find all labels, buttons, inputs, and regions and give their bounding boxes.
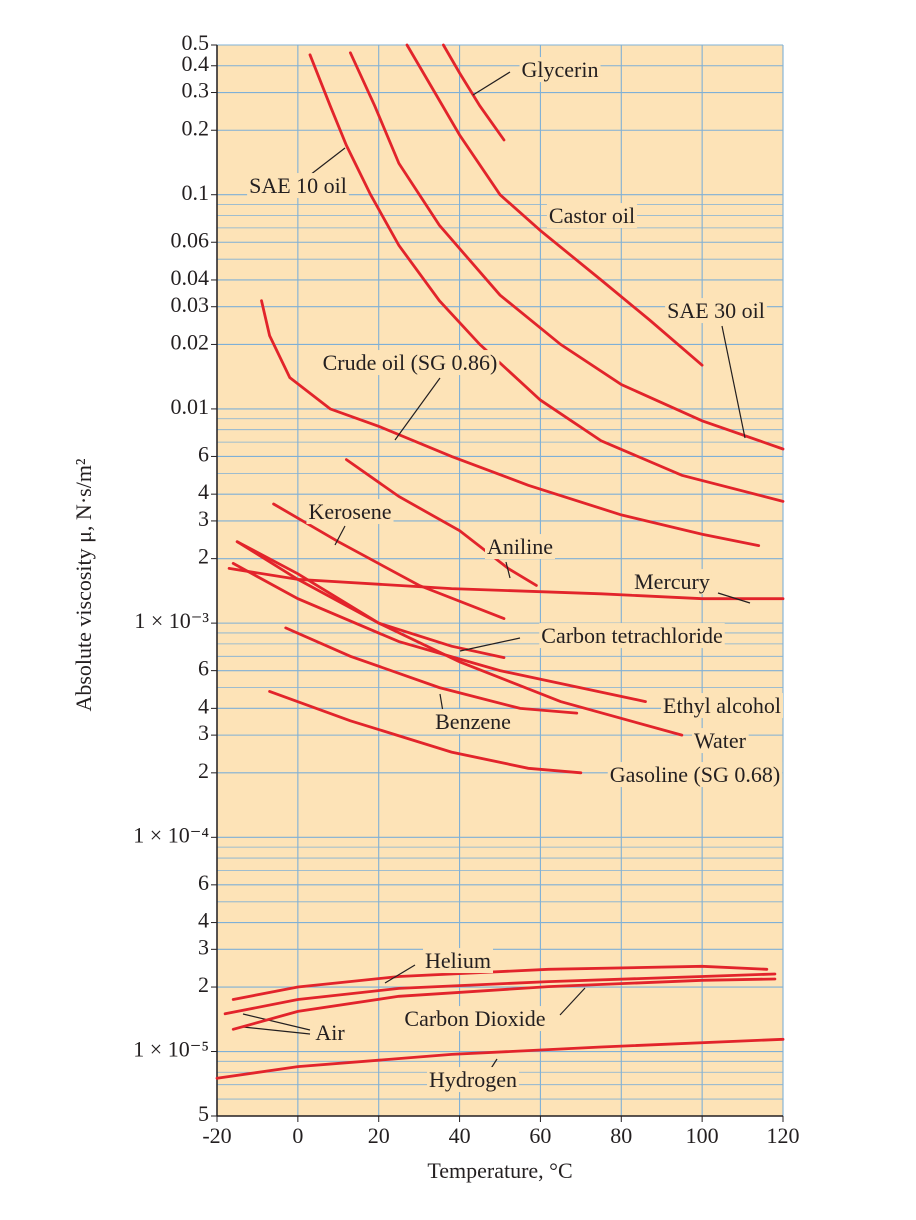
leader-line [334, 525, 346, 546]
series-line [231, 562, 647, 703]
series-line [227, 567, 785, 601]
label-background [485, 534, 555, 560]
label-background [433, 709, 513, 735]
label-background [313, 1020, 348, 1046]
leader-line [472, 71, 511, 96]
leader-line [505, 561, 511, 579]
leader-line [394, 377, 441, 441]
y-tick-label: 4 [198, 693, 209, 718]
y-tick-label: 6 [198, 441, 209, 466]
y-tick-label: 3 [198, 506, 209, 531]
y-tick-label: 3 [198, 720, 209, 745]
series-line [349, 51, 785, 451]
y-tick-label: 0.01 [171, 394, 210, 419]
series-label: SAE 10 oil [249, 173, 347, 198]
label-background [607, 762, 783, 788]
y-tick-label: 0.1 [182, 180, 210, 205]
label-background [519, 57, 601, 83]
leader-line [439, 693, 444, 713]
x-tick-label: 100 [686, 1123, 719, 1148]
series-label: SAE 30 oil [667, 298, 765, 323]
series-label: Aniline [487, 534, 553, 559]
x-axis-label: Temperature, °C [427, 1158, 572, 1183]
x-tick-label: 60 [529, 1123, 551, 1148]
y-axis-label: Absolute viscosity μ, N·s/m² [71, 458, 96, 711]
leader-line [717, 592, 751, 604]
leader-line [242, 1013, 311, 1031]
leader-line [459, 637, 521, 652]
series-line [223, 972, 777, 1016]
series-line [215, 1037, 785, 1080]
series-line [260, 299, 761, 547]
x-tick-label: 20 [368, 1123, 390, 1148]
series-label: Water [694, 728, 747, 753]
series-label: Gasoline (SG 0.68) [610, 762, 780, 787]
series-line [345, 458, 538, 587]
y-tick-label: 6 [198, 656, 209, 681]
y-tick-label: 0.02 [171, 329, 210, 354]
leader-line [559, 987, 586, 1016]
series-label: Carbon tetrachloride [541, 623, 722, 648]
leader-line [242, 1026, 311, 1035]
label-background [665, 298, 767, 324]
series-label: Mercury [634, 569, 710, 594]
series-line [268, 690, 583, 775]
label-background [661, 693, 783, 719]
y-tick-label: 0.4 [182, 51, 210, 76]
label-background [692, 728, 749, 754]
y-tick-label: 1 × 10⁻⁴ [133, 822, 209, 847]
label-background [423, 948, 493, 974]
y-tick-label: 5 [198, 1101, 209, 1126]
series-line [284, 626, 579, 715]
x-tick-label: 40 [449, 1123, 471, 1148]
series-line [405, 43, 704, 367]
series-line [231, 977, 777, 1031]
series-label: Castor oil [549, 203, 635, 228]
y-tick-label: 0.3 [182, 78, 210, 103]
series-label: Air [315, 1020, 345, 1045]
label-background [632, 569, 712, 595]
x-tick-label: 120 [767, 1123, 800, 1148]
x-tick-label: -20 [202, 1123, 231, 1148]
series-line [272, 502, 506, 620]
y-tick-label: 2 [198, 758, 209, 783]
leader-line [384, 964, 416, 984]
series-label: Ethyl alcohol [663, 693, 781, 718]
series-label: Kerosene [308, 499, 391, 524]
series-label: Benzene [435, 709, 511, 734]
series-label: Crude oil (SG 0.86) [323, 350, 498, 375]
y-tick-label: 0.5 [182, 30, 210, 55]
label-background [546, 203, 638, 229]
y-tick-label: 1 × 10⁻⁵ [133, 1037, 209, 1062]
y-tick-label: 0.03 [171, 292, 210, 317]
leader-line [721, 325, 746, 439]
y-tick-label: 4 [198, 479, 209, 504]
label-background [402, 1006, 548, 1032]
y-tick-label: 1 × 10⁻³ [134, 608, 209, 633]
series-label: Carbon Dioxide [404, 1006, 545, 1031]
label-background [247, 173, 349, 199]
series-label: Hydrogen [429, 1067, 517, 1092]
label-background [539, 623, 725, 649]
y-tick-label: 0.06 [171, 227, 210, 252]
series-line [442, 43, 506, 142]
y-tick-label: 4 [198, 908, 209, 933]
label-background [427, 1067, 519, 1093]
x-tick-label: 0 [292, 1123, 303, 1148]
series-line [308, 53, 785, 503]
y-tick-label: 3 [198, 934, 209, 959]
leader-line [309, 147, 346, 176]
series-line [235, 540, 684, 737]
y-tick-label: 0.04 [171, 265, 210, 290]
y-tick-label: 2 [198, 972, 209, 997]
x-tick-label: 80 [610, 1123, 632, 1148]
label-background [306, 499, 394, 525]
y-tick-label: 6 [198, 870, 209, 895]
y-tick-label: 2 [198, 544, 209, 569]
series-label: Glycerin [522, 57, 599, 82]
label-background [320, 350, 500, 376]
series-label: Helium [425, 948, 491, 973]
y-tick-label: 0.2 [182, 115, 210, 140]
